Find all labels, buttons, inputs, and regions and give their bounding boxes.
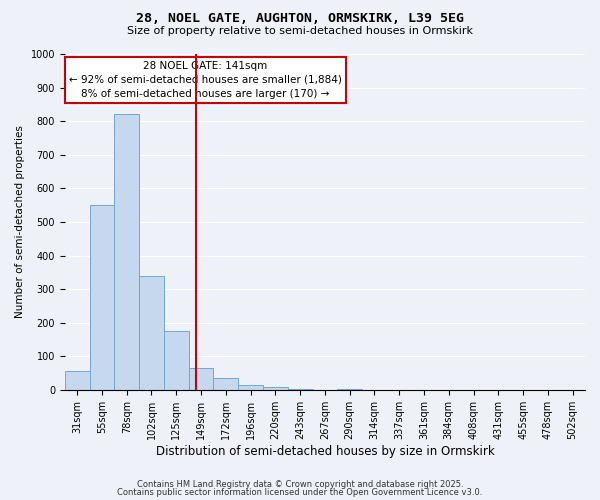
Text: Contains HM Land Registry data © Crown copyright and database right 2025.: Contains HM Land Registry data © Crown c… <box>137 480 463 489</box>
Bar <box>214 378 238 390</box>
Bar <box>164 331 188 390</box>
X-axis label: Distribution of semi-detached houses by size in Ormskirk: Distribution of semi-detached houses by … <box>155 444 494 458</box>
Bar <box>89 205 115 390</box>
Bar <box>288 389 313 390</box>
Text: Size of property relative to semi-detached houses in Ormskirk: Size of property relative to semi-detach… <box>127 26 473 36</box>
Text: Contains public sector information licensed under the Open Government Licence v3: Contains public sector information licen… <box>118 488 482 497</box>
Bar <box>337 389 362 390</box>
Bar <box>263 387 288 390</box>
Bar <box>188 368 214 390</box>
Text: 28 NOEL GATE: 141sqm
← 92% of semi-detached houses are smaller (1,884)
8% of sem: 28 NOEL GATE: 141sqm ← 92% of semi-detac… <box>69 60 341 98</box>
Bar <box>139 276 164 390</box>
Y-axis label: Number of semi-detached properties: Number of semi-detached properties <box>15 126 25 318</box>
Text: 28, NOEL GATE, AUGHTON, ORMSKIRK, L39 5EG: 28, NOEL GATE, AUGHTON, ORMSKIRK, L39 5E… <box>136 12 464 26</box>
Bar <box>238 385 263 390</box>
Bar <box>65 372 89 390</box>
Bar <box>115 114 139 390</box>
